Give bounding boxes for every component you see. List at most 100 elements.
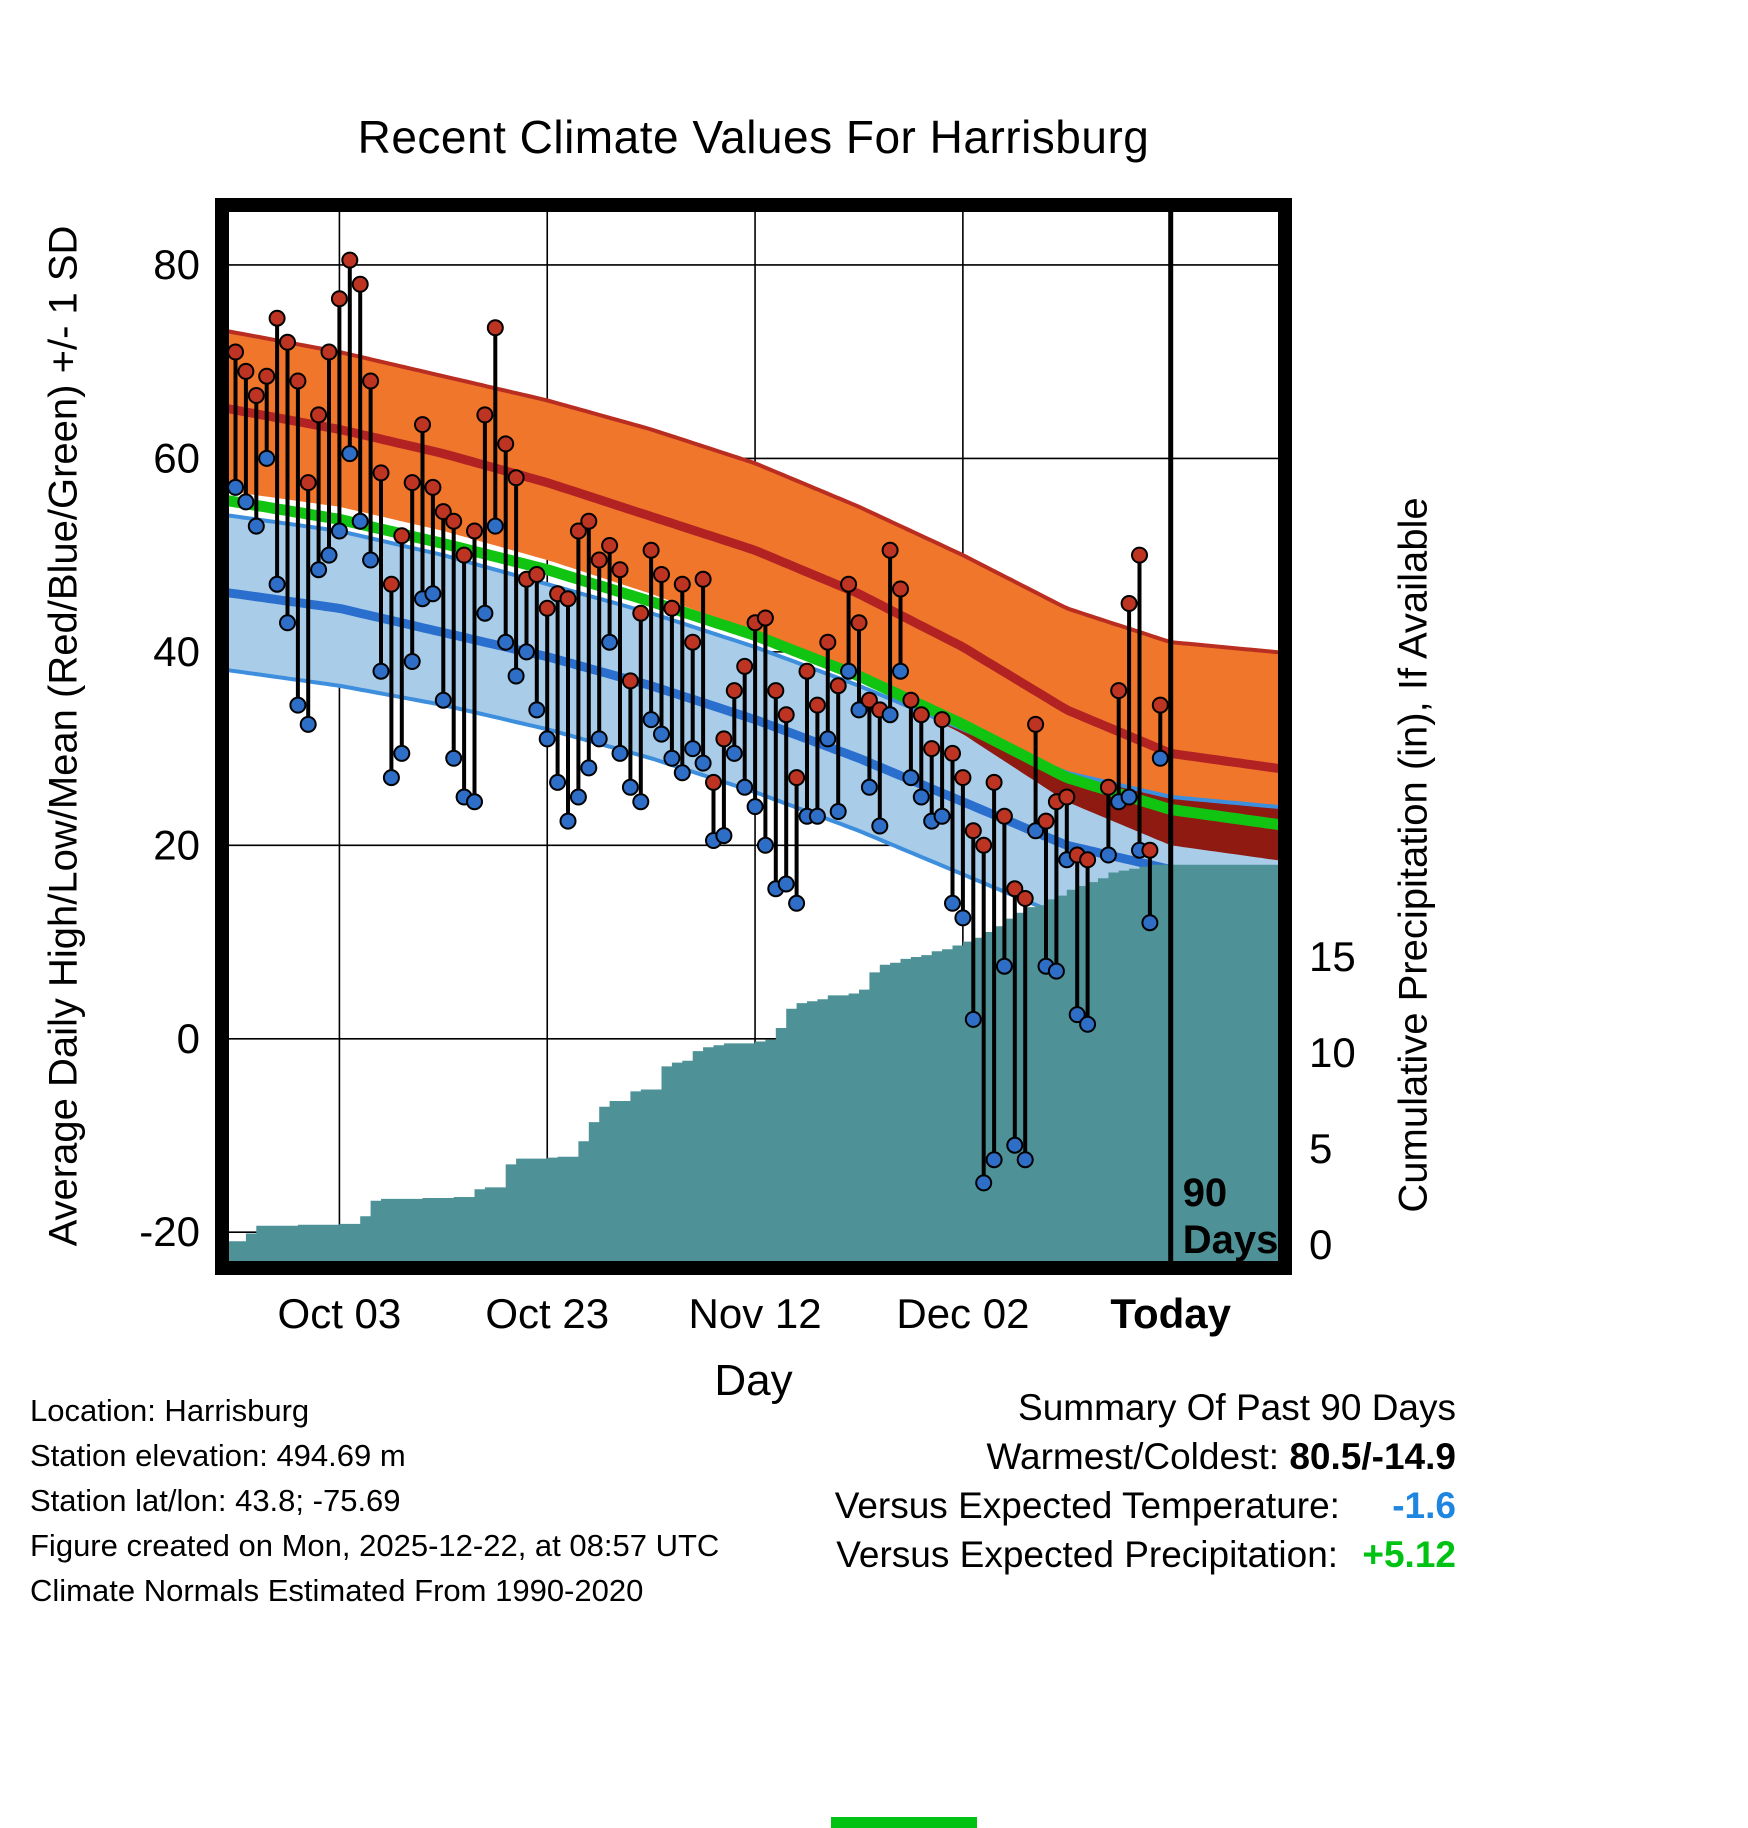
chart-title: Recent Climate Values For Harrisburg xyxy=(357,111,1150,163)
daily-high-dot xyxy=(756,609,774,627)
daily-high-dot xyxy=(237,362,255,380)
daily-high-dot xyxy=(580,512,598,530)
daily-low-dot xyxy=(237,493,255,511)
daily-low-dot xyxy=(985,1151,1003,1169)
daily-low-dot xyxy=(694,754,712,772)
daily-high-dot xyxy=(944,744,961,762)
daily-low-dot xyxy=(964,1010,982,1028)
left-tick-label: -20 xyxy=(139,1208,200,1255)
daily-low-dot xyxy=(1006,1136,1024,1154)
daily-high-dot xyxy=(673,575,691,593)
daily-low-dot xyxy=(289,696,307,714)
daily-high-dot xyxy=(705,773,722,791)
daily-low-dot xyxy=(642,711,660,729)
ninety-days-label-bottom: Days xyxy=(1183,1218,1279,1262)
daily-low-dot xyxy=(476,604,494,622)
daily-high-dot xyxy=(933,711,951,729)
daily-high-dot xyxy=(466,522,483,540)
daily-high-dot xyxy=(601,537,619,554)
summary-temp-label: Versus Expected Temperature: xyxy=(834,1485,1340,1526)
daily-high-dot xyxy=(393,527,411,545)
x-tick-label: Today xyxy=(1110,1290,1231,1337)
daily-high-dot xyxy=(767,682,785,700)
summary-precip-row: Versus Expected Precipitation: +5.12 xyxy=(835,1530,1456,1579)
daily-low-dot xyxy=(434,691,452,709)
right-tick-label: 10 xyxy=(1309,1029,1356,1076)
daily-high-dot xyxy=(528,566,546,583)
daily-low-dot xyxy=(746,798,764,816)
left-tick-label: 80 xyxy=(153,241,200,288)
daily-low-dot xyxy=(881,706,899,724)
daily-low-dot xyxy=(1099,846,1117,864)
daily-low-dot xyxy=(227,478,244,496)
x-tick-label: Oct 03 xyxy=(278,1290,402,1337)
metadata-latlon: Station lat/lon: 43.8; -75.69 xyxy=(30,1483,401,1518)
daily-low-dot xyxy=(507,667,525,685)
band-overlap-region xyxy=(222,490,1285,862)
daily-low-dot xyxy=(808,807,826,825)
daily-low-dot xyxy=(497,633,515,651)
daily-high-dot xyxy=(808,696,826,714)
daily-low-dot xyxy=(850,701,868,719)
daily-high-dot xyxy=(299,474,317,492)
daily-low-dot xyxy=(684,740,702,758)
daily-high-dot xyxy=(559,590,577,608)
metadata-elevation: Station elevation: 494.69 m xyxy=(30,1438,406,1473)
daily-low-dot xyxy=(466,793,483,811)
daily-high-dot xyxy=(310,406,328,424)
daily-high-dot xyxy=(611,561,629,579)
daily-high-dot xyxy=(1058,788,1076,806)
daily-low-dot xyxy=(247,517,265,535)
summary-warmest-coldest-label: Warmest/Coldest: xyxy=(986,1436,1280,1477)
daily-low-dot xyxy=(1151,749,1169,767)
daily-high-dot xyxy=(788,769,806,787)
daily-low-dot xyxy=(1141,914,1159,932)
daily-low-dot xyxy=(393,744,411,762)
daily-high-dot xyxy=(860,691,878,709)
daily-low-dot xyxy=(1047,962,1065,980)
daily-high-dot xyxy=(1006,880,1024,898)
metadata-normals: Climate Normals Estimated From 1990-2020 xyxy=(30,1573,644,1608)
summary-warmest-coldest-row: Warmest/Coldest: 80.5/-14.9 xyxy=(835,1432,1456,1481)
daily-high-dot xyxy=(1037,812,1055,830)
daily-low-dot xyxy=(871,817,889,835)
daily-low-dot xyxy=(445,749,463,767)
daily-high-dot xyxy=(912,706,930,724)
daily-low-dot xyxy=(860,778,878,796)
daily-low-dot xyxy=(486,517,504,535)
daily-low-dot xyxy=(330,522,348,540)
daily-high-dot xyxy=(923,740,941,758)
daily-low-dot xyxy=(673,764,691,782)
daily-high-dot xyxy=(621,672,639,690)
daily-high-dot xyxy=(382,575,400,593)
daily-low-dot xyxy=(424,585,442,603)
daily-high-dot xyxy=(590,551,608,569)
daily-high-dot xyxy=(455,546,473,564)
ninety-days-label-top: 90 xyxy=(1183,1171,1228,1215)
daily-low-dot xyxy=(518,643,535,661)
daily-low-dot xyxy=(601,633,619,651)
summary-panel: Summary Of Past 90 Days Warmest/Coldest:… xyxy=(835,1383,1456,1579)
daily-high-dot xyxy=(341,251,359,269)
daily-high-dot xyxy=(663,599,681,617)
daily-high-dot xyxy=(268,309,286,327)
daily-high-dot xyxy=(725,682,743,700)
daily-low-dot xyxy=(653,725,670,743)
daily-low-dot xyxy=(1068,1006,1086,1024)
daily-high-dot xyxy=(892,580,909,598)
left-tick-label: 0 xyxy=(177,1015,200,1062)
daily-high-dot xyxy=(1141,841,1159,859)
daily-low-dot xyxy=(736,778,754,796)
right-tick-label: 5 xyxy=(1309,1125,1332,1172)
daily-low-dot xyxy=(621,778,639,796)
daily-low-dot xyxy=(310,561,328,579)
daily-high-dot xyxy=(538,599,556,617)
daily-low-dot xyxy=(538,730,556,748)
daily-high-dot xyxy=(819,633,837,651)
summary-temp-value: -1.6 xyxy=(1392,1485,1456,1526)
daily-low-dot xyxy=(1027,822,1045,840)
daily-low-dot xyxy=(1079,1015,1097,1033)
daily-high-dot xyxy=(1151,696,1169,714)
right-tick-label: 15 xyxy=(1309,933,1356,980)
